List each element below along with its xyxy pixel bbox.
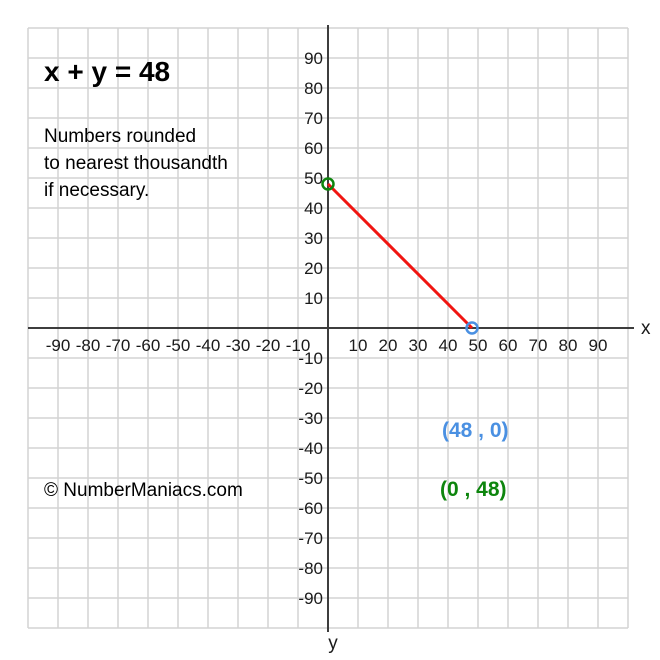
x-tick-label: -50 bbox=[166, 336, 191, 355]
y-tick-label: -90 bbox=[298, 589, 323, 608]
y-tick-label: 30 bbox=[304, 229, 323, 248]
x-tick-label: -10 bbox=[286, 336, 311, 355]
y-tick-label: 80 bbox=[304, 79, 323, 98]
x-tick-label: -70 bbox=[106, 336, 131, 355]
x-tick-label: 50 bbox=[469, 336, 488, 355]
x-tick-label: 10 bbox=[349, 336, 368, 355]
x-tick-label: -30 bbox=[226, 336, 251, 355]
x-tick-label: 90 bbox=[589, 336, 608, 355]
rounding-note-line-1: Numbers rounded bbox=[44, 126, 197, 147]
x-tick-label: -40 bbox=[196, 336, 221, 355]
rounding-note: Numbers rounded to nearest thousandth if… bbox=[44, 123, 228, 204]
y-intercept-label: (0 , 48) bbox=[440, 478, 507, 501]
y-intercept-marker bbox=[321, 177, 335, 191]
x-tick-label: -80 bbox=[76, 336, 101, 355]
y-tick-label: 10 bbox=[304, 289, 323, 308]
copyright-text: © NumberManiacs.com bbox=[44, 480, 243, 501]
equation-line bbox=[326, 182, 474, 330]
rounding-note-line-3: if necessary. bbox=[44, 180, 150, 201]
y-tick-label: -10 bbox=[298, 349, 323, 368]
x-tick-label: 30 bbox=[409, 336, 428, 355]
x-tick-label: -90 bbox=[46, 336, 71, 355]
y-axis-letter: y bbox=[328, 633, 338, 654]
equation-title: x + y = 48 bbox=[44, 56, 171, 87]
x-tick-label: 80 bbox=[559, 336, 578, 355]
x-tick-label: 60 bbox=[499, 336, 518, 355]
y-tick-label: 50 bbox=[304, 169, 323, 188]
x-tick-label: 40 bbox=[439, 336, 458, 355]
y-tick-label: 70 bbox=[304, 109, 323, 128]
x-tick-label: -20 bbox=[256, 336, 281, 355]
rounding-note-line-2: to nearest thousandth bbox=[44, 153, 228, 174]
y-tick-label: -40 bbox=[298, 439, 323, 458]
y-tick-label: -70 bbox=[298, 529, 323, 548]
y-tick-label: 90 bbox=[304, 49, 323, 68]
x-tick-label: 20 bbox=[379, 336, 398, 355]
x-tick-label: -60 bbox=[136, 336, 161, 355]
x-tick-label: 70 bbox=[529, 336, 548, 355]
y-tick-label: -20 bbox=[298, 379, 323, 398]
x-intercept-label: (48 , 0) bbox=[442, 419, 509, 442]
y-tick-label: 40 bbox=[304, 199, 323, 218]
y-tick-label: -30 bbox=[298, 409, 323, 428]
y-tick-label: 60 bbox=[304, 139, 323, 158]
y-tick-label: -60 bbox=[298, 499, 323, 518]
x-intercept-marker bbox=[465, 321, 479, 335]
y-tick-label: -80 bbox=[298, 559, 323, 578]
x-axis-letter: x bbox=[641, 318, 651, 339]
y-tick-label: 20 bbox=[304, 259, 323, 278]
y-tick-label: -50 bbox=[298, 469, 323, 488]
